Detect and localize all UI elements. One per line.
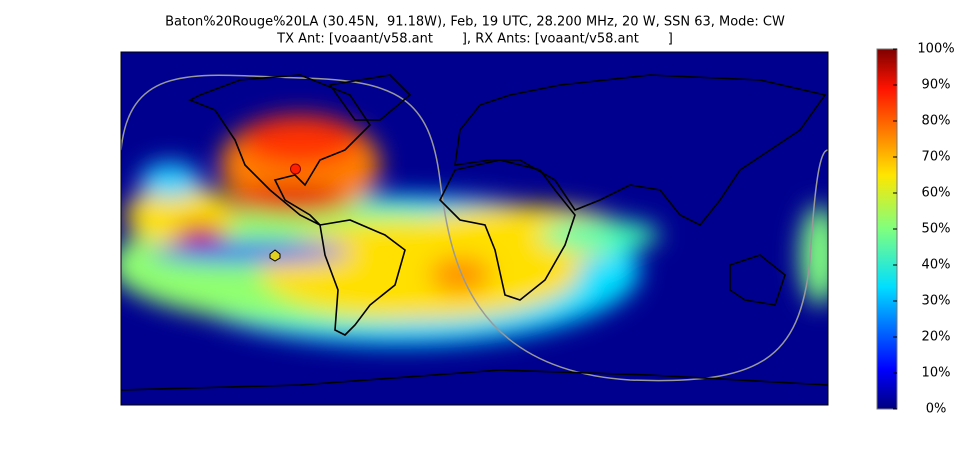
colorbar-tick-label: 20% [922,330,951,345]
tx-marker [290,163,301,175]
title-line: Baton%20Rouge%20LA (30.45N, 91.18W), Feb… [165,15,785,30]
colorbar-tick-label: 80% [922,114,951,129]
colorbar-tick-label: 0% [926,402,947,417]
title-line: TX Ant: [voaant/v58.ant ], RX Ants: [voa… [276,32,673,47]
colorbar-tick-label: 60% [922,186,951,201]
colorbar-tick-label: 100% [917,42,954,57]
colorbar-tick-label: 50% [922,222,951,237]
colorbar-tick-label: 70% [922,150,951,165]
map-frame [120,51,829,406]
coastline [729,254,786,306]
colorbar-tick-label: 90% [922,78,951,93]
coastline [121,369,828,391]
rx-marker [269,249,281,262]
colorbar-tick-label: 40% [922,258,951,273]
coastline [188,74,372,226]
coastline [454,74,827,227]
great-circle [121,74,828,382]
coastline [328,74,412,121]
coastline [319,219,406,336]
heatmap [121,52,828,405]
colorbar-tick-label: 30% [922,294,951,309]
colorbar-tick-label: 10% [922,366,951,381]
